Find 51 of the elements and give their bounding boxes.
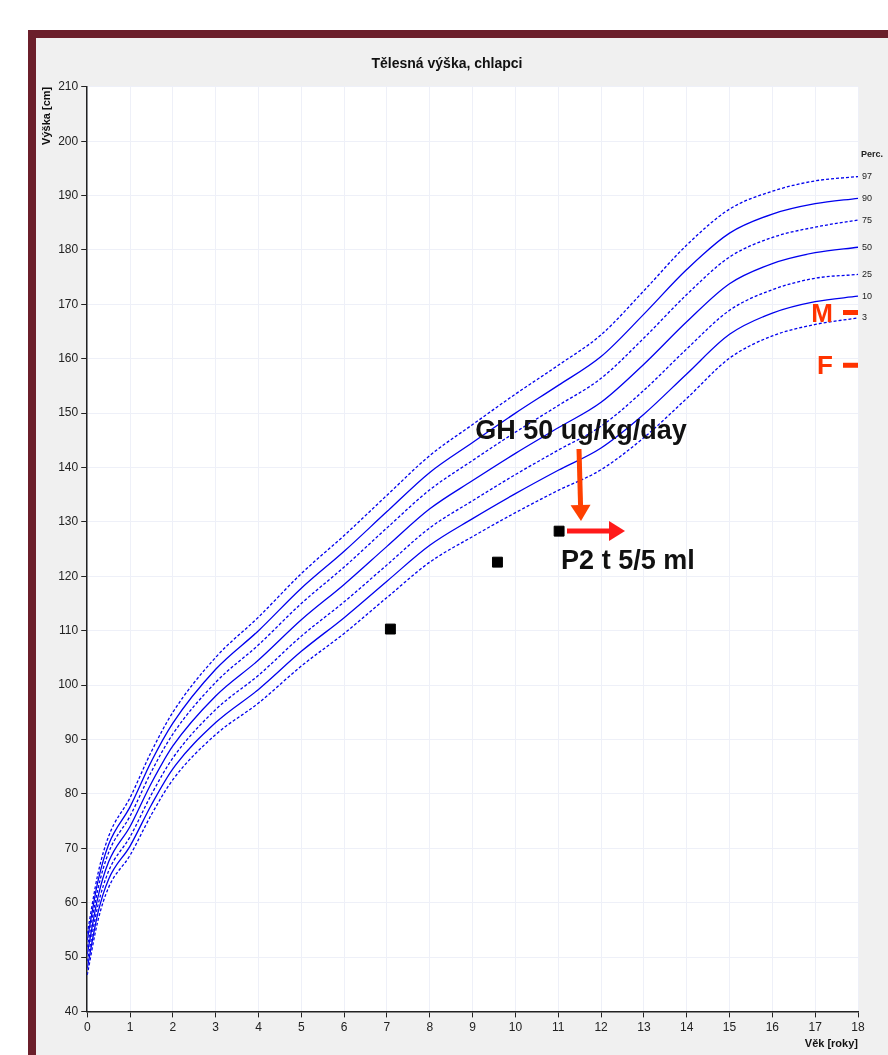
x-tick-label: 2 (169, 1019, 177, 1034)
series-label: 50 (862, 241, 873, 252)
x-tick-label: 13 (637, 1019, 651, 1034)
x-tick-label: 0 (83, 1019, 91, 1034)
y-tick-label: 170 (58, 296, 79, 311)
x-tick-label: 15 (722, 1019, 737, 1034)
x-tick-label: 7 (383, 1019, 391, 1034)
x-tick-label: 5 (297, 1019, 305, 1034)
x-tick-label: 18 (851, 1019, 865, 1034)
y-tick-label: 40 (64, 1003, 79, 1018)
y-tick-label: 50 (64, 949, 79, 964)
x-axis-title: Věk [roky] (804, 1037, 859, 1050)
series-label: F (817, 350, 834, 381)
series-label: M (811, 297, 834, 328)
y-tick-label: 150 (58, 405, 79, 420)
y-tick-label: 70 (64, 840, 79, 855)
legend-title: Perc. (861, 149, 884, 160)
x-tick-label: 11 (552, 1019, 565, 1034)
y-tick-label: 180 (58, 242, 79, 257)
y-tick-label: 140 (58, 459, 79, 474)
y-tick-label: 160 (58, 351, 79, 366)
y-tick-label: 110 (59, 622, 79, 637)
y-tick-label: 90 (64, 731, 79, 746)
x-tick-label: 8 (426, 1019, 434, 1034)
x-tick-label: 3 (212, 1019, 220, 1034)
chart-title: Tělesná výška, chlapci (371, 55, 523, 72)
y-tick-label: 80 (64, 786, 79, 801)
y-tick-label: 130 (58, 514, 79, 529)
y-tick-label: 120 (58, 568, 79, 583)
x-tick-label: 16 (765, 1019, 780, 1034)
x-tick-label: 17 (808, 1019, 823, 1034)
series-label: 97 (862, 171, 873, 182)
series-label: 75 (862, 214, 873, 225)
series-label: 3 (862, 312, 868, 323)
y-tick-label: 60 (64, 894, 79, 909)
y-axis-title: Výška [cm] (39, 86, 52, 145)
series-label: 10 (862, 290, 873, 301)
x-tick-label: 4 (255, 1019, 263, 1034)
y-tick-label: 100 (58, 677, 79, 692)
x-tick-label: 14 (680, 1019, 694, 1034)
x-tick-label: 1 (126, 1019, 134, 1034)
x-tick-label: 12 (594, 1019, 609, 1034)
series-label: 90 (862, 192, 873, 203)
y-tick-label: 190 (58, 187, 79, 202)
series-label: 25 (862, 268, 873, 279)
y-tick-label: 210 (58, 79, 79, 94)
y-tick-label: 200 (58, 133, 79, 148)
annotation: P2 t 5/5 ml (561, 544, 695, 575)
x-tick-label: 10 (508, 1019, 523, 1034)
x-tick-label: 6 (340, 1019, 348, 1034)
x-tick-label: 9 (469, 1019, 477, 1034)
